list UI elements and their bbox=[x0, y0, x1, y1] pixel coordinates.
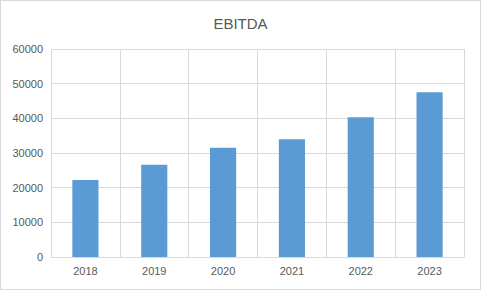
svg-text:30000: 30000 bbox=[12, 147, 43, 159]
svg-text:20000: 20000 bbox=[12, 182, 43, 194]
svg-text:40000: 40000 bbox=[12, 112, 43, 124]
svg-text:EBITDA: EBITDA bbox=[213, 15, 267, 32]
svg-text:2019: 2019 bbox=[142, 265, 166, 277]
svg-text:2020: 2020 bbox=[211, 265, 235, 277]
svg-text:2023: 2023 bbox=[417, 265, 441, 277]
svg-text:2018: 2018 bbox=[73, 265, 97, 277]
svg-text:0: 0 bbox=[37, 251, 43, 263]
svg-text:50000: 50000 bbox=[12, 78, 43, 90]
svg-text:60000: 60000 bbox=[12, 43, 43, 55]
svg-text:2022: 2022 bbox=[349, 265, 373, 277]
svg-text:2021: 2021 bbox=[280, 265, 304, 277]
svg-text:10000: 10000 bbox=[12, 216, 43, 228]
